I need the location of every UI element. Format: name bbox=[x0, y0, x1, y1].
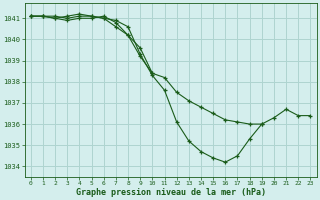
X-axis label: Graphe pression niveau de la mer (hPa): Graphe pression niveau de la mer (hPa) bbox=[76, 188, 266, 197]
